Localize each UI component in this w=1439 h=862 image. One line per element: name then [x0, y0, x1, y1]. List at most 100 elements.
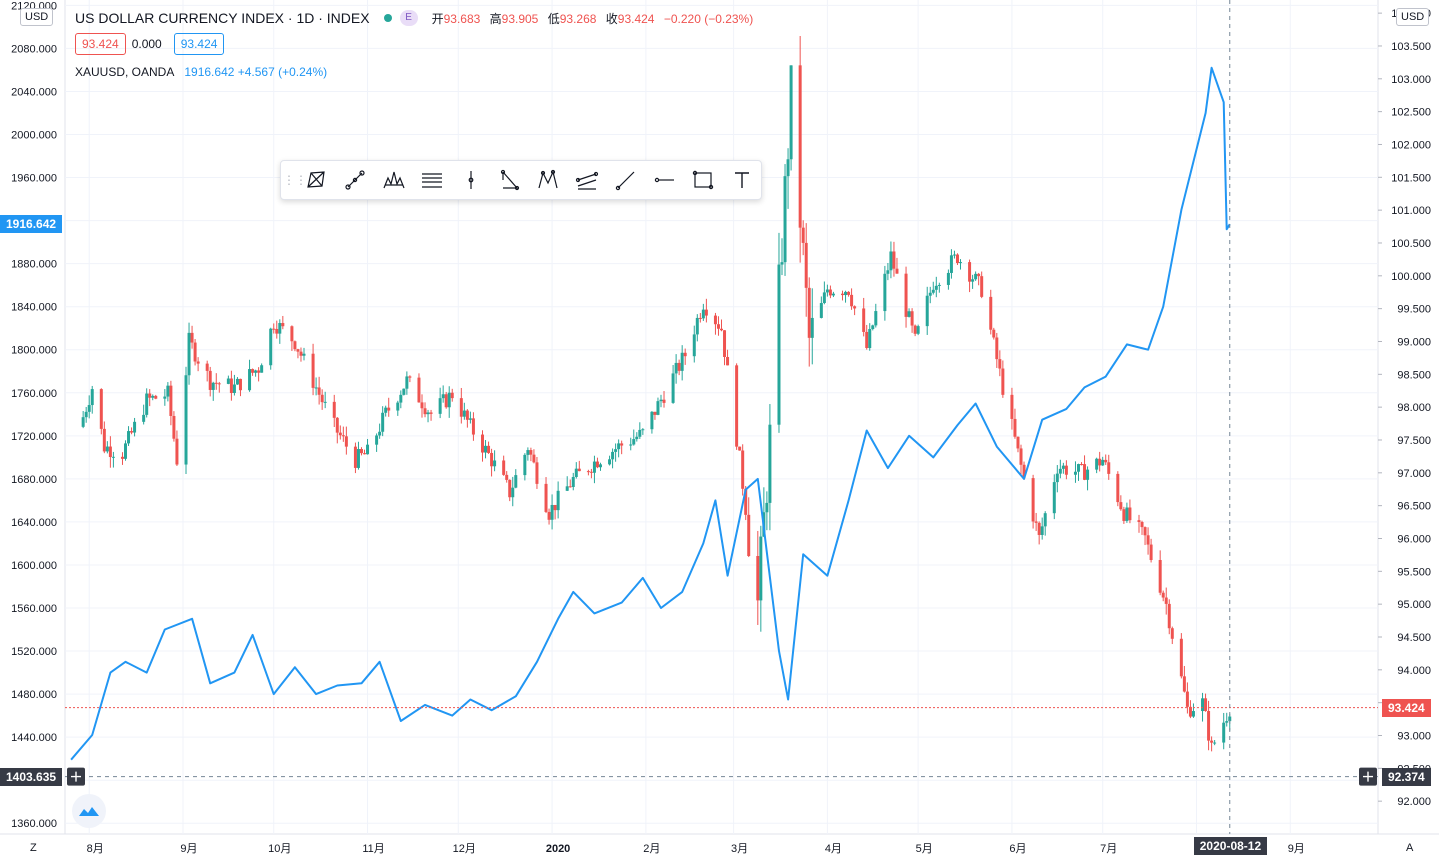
candle-body	[359, 449, 363, 454]
auto-scale-toggle[interactable]: A	[1406, 842, 1414, 854]
candle-body	[465, 410, 469, 420]
dxy-candles	[81, 35, 1232, 752]
candle-body	[925, 295, 929, 327]
candle-body	[1095, 458, 1099, 470]
candle-body	[547, 511, 551, 520]
candle-body	[977, 273, 981, 277]
overlay-symbol-values: 1916.642 +4.567 (+0.24%)	[184, 65, 328, 79]
candle-body	[111, 456, 115, 458]
symbol-title[interactable]: US DOLLAR CURRENCY INDEX · 1D · INDEX	[75, 10, 370, 26]
candle-body	[992, 329, 996, 338]
candle-body	[780, 262, 784, 265]
time-tick-label: 8月	[87, 843, 104, 855]
time-tick-label: 9月	[180, 843, 197, 855]
candle-body	[196, 361, 200, 364]
candle-body	[635, 436, 639, 440]
candle-body	[756, 555, 760, 601]
candle-body	[108, 446, 112, 458]
xabcd-icon[interactable]	[297, 161, 336, 199]
vertical-line-icon[interactable]	[452, 161, 491, 199]
candle-body	[235, 378, 239, 385]
trend-line-icon[interactable]	[336, 161, 375, 199]
buy-price-box[interactable]: 93.424	[173, 33, 225, 55]
drag-handle-icon[interactable]: ⋮⋮	[283, 173, 307, 187]
candle-body	[1064, 465, 1068, 475]
right-tick-label: 102.000	[1391, 139, 1431, 151]
candle-body	[801, 227, 805, 243]
ray-icon[interactable]	[606, 161, 645, 199]
rectangle-icon[interactable]	[684, 161, 723, 199]
parallel-channel-icon[interactable]	[568, 161, 607, 199]
candle-body	[656, 401, 660, 415]
candle-body	[844, 291, 848, 296]
triangle-icon[interactable]	[490, 161, 529, 199]
horizontal-ray-icon[interactable]	[645, 161, 684, 199]
sell-price-box[interactable]: 93.424	[75, 33, 126, 55]
candle-body	[850, 294, 854, 307]
left-tick-label: 1680.000	[11, 474, 57, 486]
candle-body	[1182, 676, 1186, 692]
left-tick-label: 1480.000	[11, 689, 57, 701]
candle-body	[916, 326, 920, 334]
candle-body	[81, 417, 85, 427]
candle-body	[1101, 459, 1105, 466]
candle-body	[142, 414, 146, 422]
right-currency-label[interactable]: USD	[1396, 8, 1430, 26]
candle-body	[698, 317, 702, 319]
candle-body	[674, 362, 678, 374]
candle-body	[1022, 464, 1026, 479]
candle-body	[1149, 544, 1153, 561]
candle-body	[614, 449, 618, 452]
drawing-toolbar[interactable]: ⋮⋮	[280, 160, 762, 200]
time-tick-label: 11月	[362, 843, 384, 855]
candle-body	[713, 315, 717, 325]
abcd-icon[interactable]	[529, 161, 568, 199]
candle-body	[747, 514, 751, 556]
candle-body	[441, 394, 445, 399]
left-tick-label: 1440.000	[11, 732, 57, 744]
candle-body	[344, 436, 348, 447]
candle-body	[1043, 513, 1047, 527]
overlay-symbol-name[interactable]: XAUUSD, OANDA	[75, 65, 175, 79]
candle-body	[1188, 706, 1192, 717]
candle-body	[254, 370, 258, 373]
candle-body	[468, 418, 472, 420]
candle-body	[1016, 436, 1020, 449]
left-tick-label: 1800.000	[11, 345, 57, 357]
candle-body	[841, 293, 845, 296]
candle-body	[296, 349, 300, 352]
candle-body	[974, 273, 978, 280]
head-shoulders-icon[interactable]	[374, 161, 413, 199]
candle-body	[680, 352, 684, 371]
candle-body	[889, 251, 893, 271]
left-currency-label[interactable]: USD	[20, 8, 54, 26]
candle-body	[375, 435, 379, 445]
zoom-toggle[interactable]: Z	[30, 842, 37, 854]
candle-body	[620, 443, 624, 446]
candle-body	[632, 439, 636, 445]
left-tick-label: 1640.000	[11, 517, 57, 529]
candle-body	[1001, 368, 1005, 395]
candle-body	[629, 444, 633, 446]
right-tick-label: 92.000	[1397, 796, 1431, 808]
candle-body	[529, 450, 533, 455]
candle-body	[868, 329, 872, 349]
candle-body	[341, 435, 345, 437]
candle-body	[508, 479, 512, 498]
right-tick-label: 96.000	[1397, 533, 1431, 545]
fib-retracement-icon[interactable]	[413, 161, 452, 199]
earnings-badge[interactable]: E	[399, 10, 418, 26]
plus-icon	[71, 771, 81, 782]
tradingview-logo-icon[interactable]	[72, 794, 106, 828]
candle-body	[387, 407, 391, 411]
candle-body	[641, 429, 645, 431]
text-icon[interactable]	[722, 161, 761, 199]
candle-body	[1146, 535, 1150, 545]
candle-body	[102, 428, 106, 452]
candle-body	[1086, 469, 1090, 480]
candle-body	[163, 396, 167, 399]
candle-body	[378, 431, 382, 436]
candle-body	[946, 272, 950, 285]
candle-body	[1161, 592, 1165, 598]
